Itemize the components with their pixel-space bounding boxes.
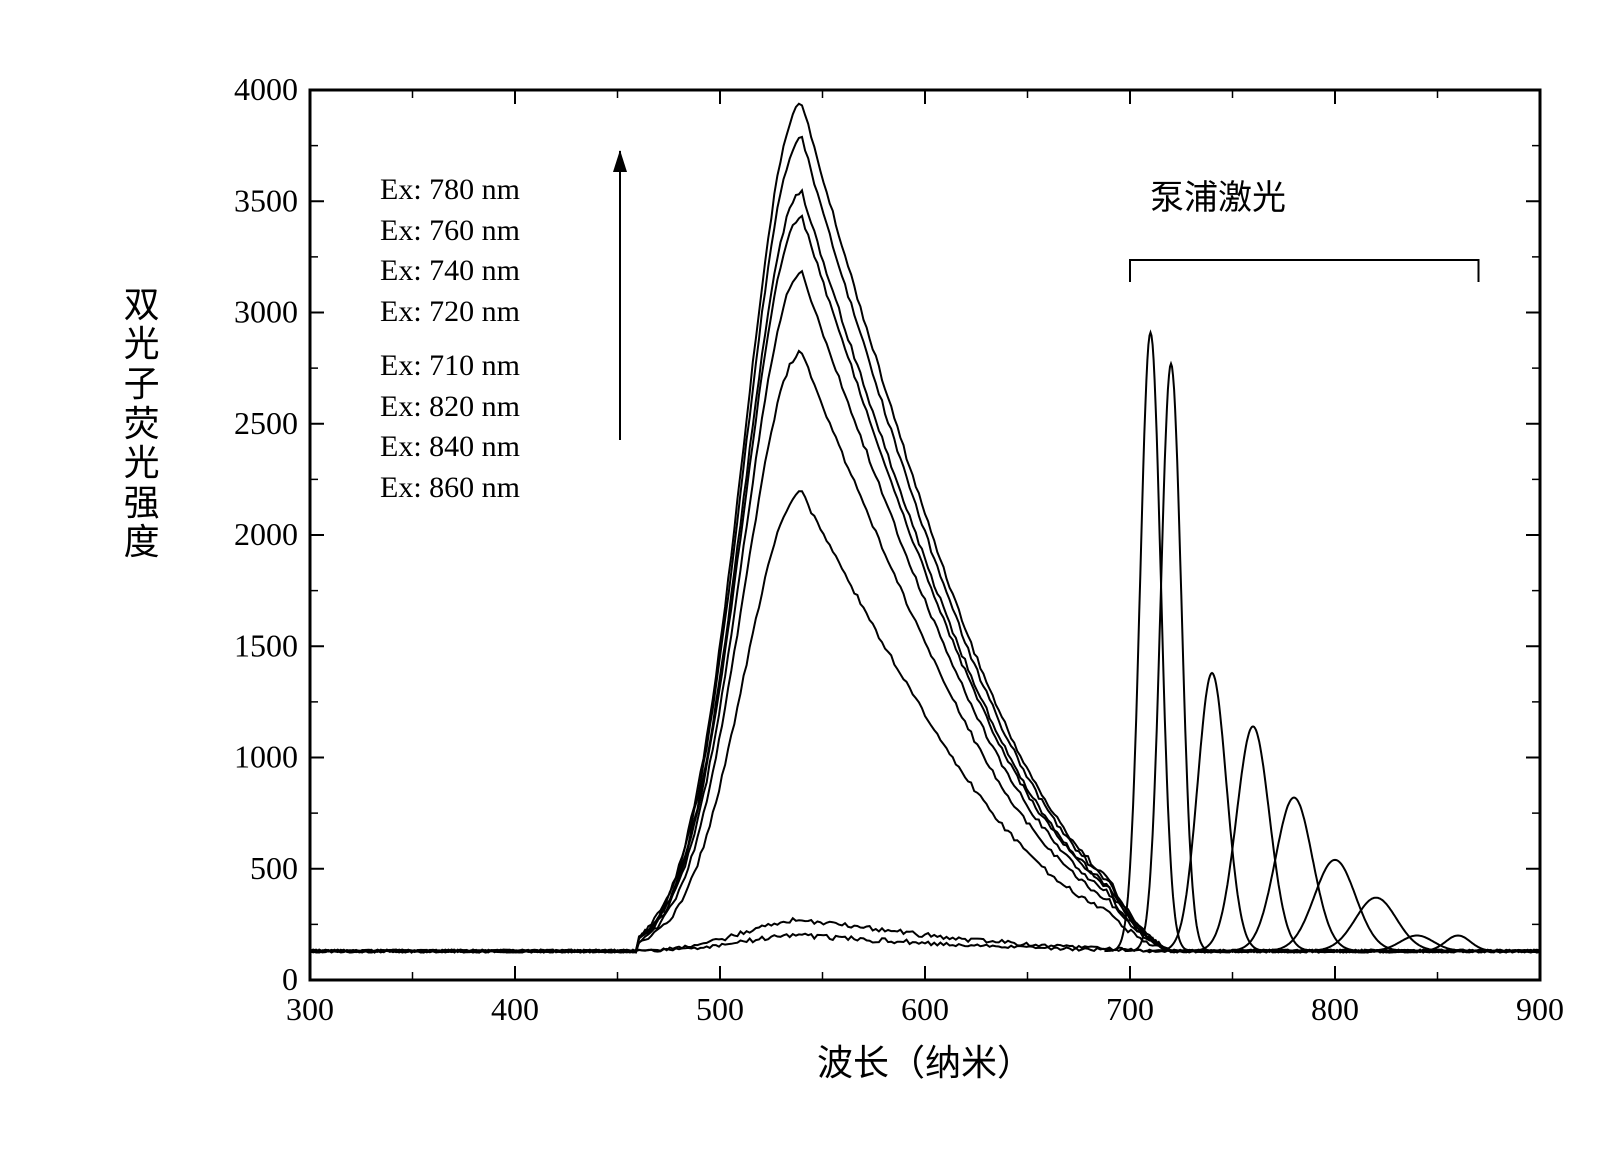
y-tick-label: 0 xyxy=(282,961,298,997)
legend-item: Ex: 780 nm xyxy=(380,170,520,211)
excitation-legend: Ex: 780 nmEx: 760 nmEx: 740 nmEx: 720 nm… xyxy=(380,170,520,508)
x-tick-label: 800 xyxy=(1311,991,1359,1027)
x-tick-label: 700 xyxy=(1106,991,1154,1027)
x-tick-label: 500 xyxy=(696,991,744,1027)
y-tick-label: 3000 xyxy=(234,294,298,330)
pump-laser-label: 泵浦激光 xyxy=(1150,170,1286,219)
y-tick-label: 1000 xyxy=(234,739,298,775)
legend-item: Ex: 860 nm xyxy=(380,468,520,509)
pump-laser-peak xyxy=(1179,726,1327,951)
pump-laser-peak xyxy=(1147,673,1276,951)
legend-item: Ex: 710 nm xyxy=(380,346,520,387)
pump-bracket xyxy=(1130,260,1479,282)
y-tick-label: 500 xyxy=(250,850,298,886)
legend-item: Ex: 740 nm xyxy=(380,251,520,292)
x-tick-label: 400 xyxy=(491,991,539,1027)
y-tick-label: 3500 xyxy=(234,182,298,218)
chart-svg: 3004005006007008009000500100015002000250… xyxy=(0,0,1620,1151)
x-axis-title: 波长（纳米） xyxy=(817,1043,1033,1083)
y-tick-label: 1500 xyxy=(234,627,298,663)
y-axis-title: 双光子荧光强度 xyxy=(120,286,163,563)
y-tick-label: 2500 xyxy=(234,405,298,441)
arrow-head-icon xyxy=(613,150,627,172)
legend-item: Ex: 720 nm xyxy=(380,292,520,333)
fluorescence-curve xyxy=(310,918,1540,952)
x-tick-label: 900 xyxy=(1516,991,1564,1027)
x-tick-label: 600 xyxy=(901,991,949,1027)
legend-item: Ex: 840 nm xyxy=(380,427,520,468)
chart-container: 3004005006007008009000500100015002000250… xyxy=(0,0,1620,1151)
legend-item: Ex: 820 nm xyxy=(380,387,520,428)
y-tick-label: 2000 xyxy=(234,516,298,552)
legend-item: Ex: 760 nm xyxy=(380,211,520,252)
y-tick-label: 4000 xyxy=(234,71,298,107)
